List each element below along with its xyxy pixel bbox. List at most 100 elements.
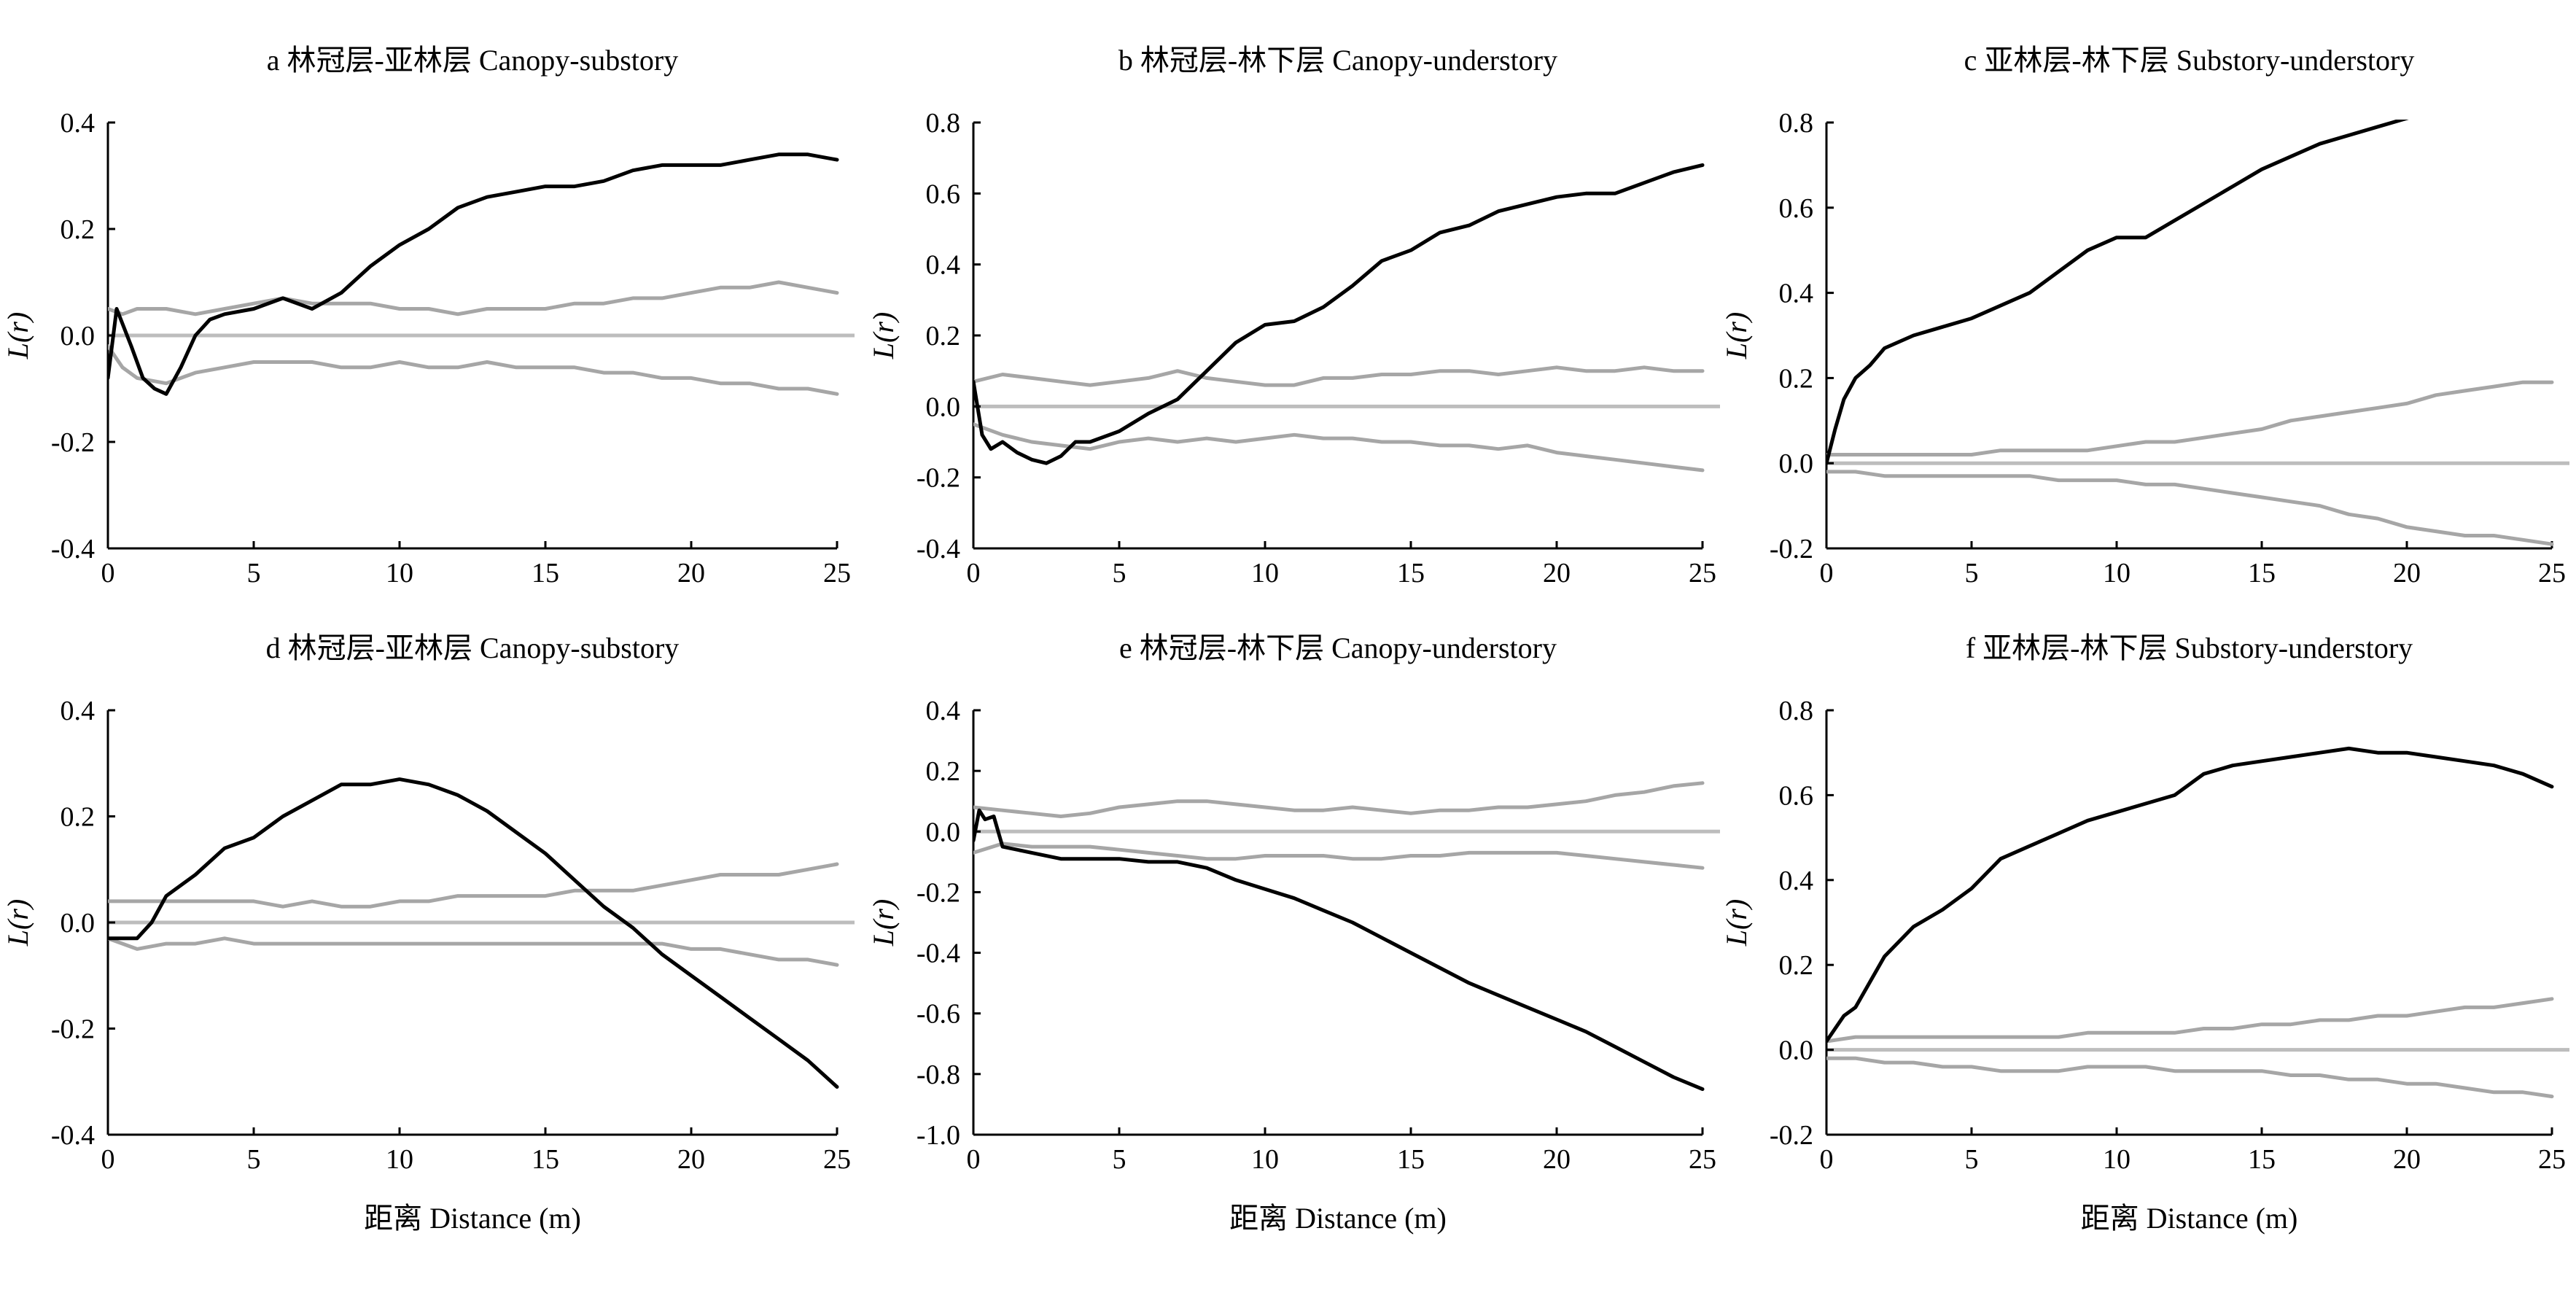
y-axis-label: L(r)	[867, 899, 900, 947]
envelope-upper-line	[973, 365, 1705, 387]
y-tick-label: 0.0	[926, 392, 961, 422]
envelope-lower-line	[1826, 470, 2554, 546]
panel-d: d 林冠层-亚林层 Canopy-substory -0.4 -0.2 0.0 0.2 0…	[1, 632, 855, 1235]
y-tick-label: 0.6	[1779, 193, 1814, 224]
envelope-upper-line	[1826, 997, 2554, 1044]
envelope-lower-line	[973, 842, 1705, 870]
x-axis-label: 距离 Distance (m)	[2081, 1202, 2298, 1235]
x-tick-label: 0	[101, 1144, 115, 1175]
y-tick-label: -0.4	[917, 939, 960, 969]
x-tick-label: 20	[677, 1144, 705, 1175]
y-tick-label: -0.2	[917, 877, 960, 908]
x-tick-label: 10	[2103, 1144, 2131, 1175]
x-tick-label: 0	[967, 1144, 981, 1175]
envelope-upper-line	[108, 280, 839, 316]
envelope-upper-line	[108, 862, 839, 909]
panel-title: f 亚林层-林下层 Substory-understory	[1966, 632, 2413, 664]
observed-line	[108, 152, 839, 396]
y-axis-label: L(r)	[1720, 899, 1753, 947]
y-tick-label: 0.4	[926, 696, 961, 726]
x-tick-label: 5	[1965, 558, 1979, 588]
panel-title: c 亚林层-林下层 Substory-understory	[1964, 44, 2415, 77]
y-tick-label: -0.8	[917, 1060, 960, 1090]
x-tick-label: 0	[1820, 558, 1834, 588]
x-tick-label: 10	[2103, 558, 2131, 588]
x-tick-label: 25	[2538, 558, 2566, 588]
y-tick-label: 0.2	[926, 756, 961, 787]
x-tick-label: 15	[2248, 558, 2276, 588]
envelope-upper-line	[973, 781, 1705, 818]
panel-title: d 林冠层-亚林层 Canopy-substory	[266, 632, 680, 664]
panel-b: b 林冠层-林下层 Canopy-understory -0.4 -0.2 0.0 0.…	[867, 44, 1720, 588]
y-tick-label: 0.4	[1779, 866, 1814, 896]
y-tick-label: -0.2	[51, 427, 95, 458]
envelope-lower-line	[108, 344, 839, 396]
x-tick-label: 15	[532, 558, 559, 588]
y-tick-label: 0.6	[926, 179, 961, 209]
y-tick-label: -0.6	[917, 999, 960, 1030]
y-tick-label: 0.4	[926, 250, 961, 281]
x-tick-label: 25	[823, 558, 851, 588]
x-tick-label: 5	[1965, 1144, 1979, 1175]
envelope-lower-line	[973, 422, 1705, 473]
y-tick-label: -0.2	[51, 1014, 95, 1045]
x-tick-label: 20	[1543, 1144, 1571, 1175]
panel-c: c 亚林层-林下层 Substory-understory -0.2 0.0 0.2 0…	[1720, 44, 2569, 588]
x-tick-label: 25	[2538, 1144, 2566, 1175]
y-tick-label: 0.8	[1779, 108, 1814, 139]
x-axis-label: 距离 Distance (m)	[364, 1202, 581, 1235]
observed-line	[973, 808, 1705, 1092]
y-tick-label: 0.0	[1779, 448, 1814, 479]
y-axis-label: L(r)	[1, 899, 34, 947]
x-tick-label: 5	[1113, 558, 1126, 588]
y-axis-label: L(r)	[867, 312, 900, 360]
y-tick-label: 0.0	[926, 817, 961, 847]
envelope-lower-line	[108, 936, 839, 967]
y-tick-label: 0.2	[926, 321, 961, 351]
x-tick-label: 20	[677, 558, 705, 588]
x-tick-label: 20	[2393, 558, 2421, 588]
y-tick-label: 0.0	[61, 321, 96, 351]
observed-line	[108, 777, 839, 1089]
x-tick-label: 10	[1251, 1144, 1279, 1175]
y-tick-label: 0.2	[61, 214, 96, 245]
x-tick-label: 0	[967, 558, 981, 588]
envelope-upper-line	[1826, 380, 2554, 456]
panel-title: e 林冠层-林下层 Canopy-understory	[1119, 632, 1557, 664]
x-tick-label: 0	[1820, 1144, 1834, 1175]
y-tick-label: -0.2	[1770, 534, 1813, 564]
y-tick-label: 0.0	[1779, 1036, 1814, 1066]
y-tick-label: 0.2	[61, 802, 96, 833]
y-tick-label: -0.4	[51, 1120, 95, 1151]
y-tick-label: 0.2	[1779, 363, 1814, 394]
x-tick-label: 10	[386, 558, 413, 588]
x-tick-label: 0	[101, 558, 115, 588]
y-tick-label: -0.2	[1770, 1120, 1813, 1151]
panel-title: b 林冠层-林下层 Canopy-understory	[1118, 44, 1557, 77]
panel-a: a 林冠层-亚林层 Canopy-substory -0.4 -0.2 0.0 0.2 0…	[1, 44, 855, 588]
envelope-lower-line	[1826, 1056, 2554, 1099]
panel-e: e 林冠层-林下层 Canopy-understory -1.0 -0.8 -0.6 -…	[867, 632, 1720, 1235]
x-tick-label: 10	[386, 1144, 413, 1175]
y-tick-label: 0.2	[1779, 950, 1814, 981]
x-tick-label: 20	[2393, 1144, 2421, 1175]
y-tick-label: 0.4	[61, 108, 96, 139]
x-tick-label: 15	[532, 1144, 559, 1175]
y-tick-label: 0.8	[926, 108, 961, 139]
x-axis-label: 距离 Distance (m)	[1229, 1202, 1447, 1235]
y-tick-label: 0.0	[61, 908, 96, 939]
y-tick-label: 0.4	[1779, 279, 1814, 309]
x-tick-label: 5	[247, 558, 261, 588]
observed-line	[1826, 120, 2409, 465]
y-tick-label: -0.4	[51, 534, 95, 564]
x-tick-label: 25	[823, 1144, 851, 1175]
y-axis-label: L(r)	[1720, 312, 1753, 360]
y-tick-label: -0.4	[917, 534, 960, 564]
y-tick-label: 0.6	[1779, 780, 1814, 811]
observed-line	[973, 163, 1705, 465]
x-tick-label: 5	[247, 1144, 261, 1175]
y-tick-label: 0.8	[1779, 696, 1814, 726]
panel-f: f 亚林层-林下层 Substory-understory -0.2 0.0 0.2 0…	[1720, 632, 2569, 1235]
x-tick-label: 20	[1543, 558, 1571, 588]
